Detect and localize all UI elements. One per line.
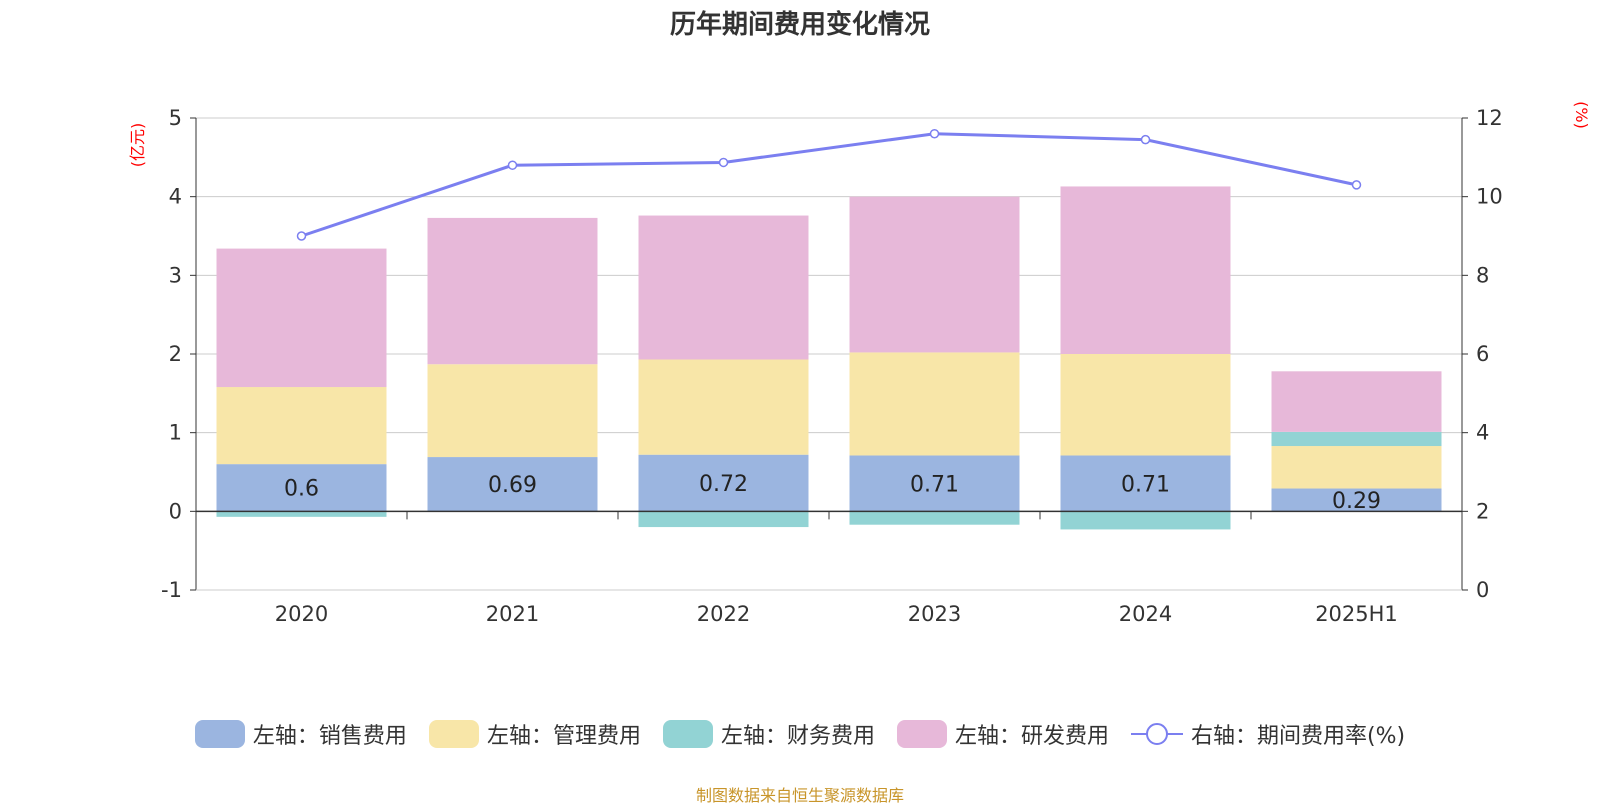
right-axis-unit: (%) bbox=[1572, 101, 1591, 129]
legend-swatch-sales bbox=[194, 720, 245, 748]
bar-rnd-2023 bbox=[849, 196, 1020, 353]
bar-rnd-2020 bbox=[216, 248, 387, 388]
rate-line bbox=[301, 132, 1357, 238]
left-tick-label: -1 bbox=[161, 578, 182, 602]
chart-title: 历年期间费用变化情况 bbox=[669, 10, 930, 40]
right-tick-label: 12 bbox=[1476, 106, 1503, 130]
data-label-sales-2023: 0.71 bbox=[910, 472, 959, 497]
left-tick-label: 0 bbox=[169, 499, 182, 523]
legend-label-sales: 左轴：销售费用 bbox=[252, 724, 407, 749]
source-note: 制图数据来自恒生聚源数据库 bbox=[695, 786, 904, 805]
left-tick-label: 3 bbox=[169, 263, 182, 287]
bar-admin-2025H1 bbox=[1271, 446, 1442, 489]
bar-finance-2020 bbox=[216, 511, 387, 517]
rate-point-2024 bbox=[1140, 134, 1151, 145]
legend-label-admin: 左轴：管理费用 bbox=[486, 724, 641, 749]
left-tick-label: 1 bbox=[169, 421, 182, 445]
bar-admin-2021 bbox=[427, 364, 598, 458]
bar-finance-2024 bbox=[1060, 511, 1231, 530]
right-tick-label: 0 bbox=[1476, 578, 1489, 602]
right-tick-label: 6 bbox=[1476, 342, 1489, 366]
bar-rnd-2024 bbox=[1060, 186, 1231, 354]
legend-item-finance[interactable]: 左轴：财务费用 bbox=[662, 718, 875, 750]
line-marker-icon bbox=[1130, 723, 1183, 745]
x-tick-label-2023: 2023 bbox=[908, 602, 961, 626]
legend-label-rnd: 左轴：研发费用 bbox=[954, 724, 1109, 749]
data-label-sales-2024: 0.71 bbox=[1121, 472, 1170, 497]
rate-point-2021 bbox=[507, 160, 518, 170]
legend-swatch-rnd bbox=[896, 720, 947, 748]
data-label-sales-2020: 0.6 bbox=[284, 477, 319, 502]
legend-swatch-admin bbox=[428, 720, 479, 748]
x-tick-label-2020: 2020 bbox=[275, 602, 328, 626]
right-tick-label: 8 bbox=[1476, 263, 1489, 287]
x-tick-label-2025H1: 2025H1 bbox=[1315, 602, 1398, 626]
data-label-sales-2021: 0.69 bbox=[488, 473, 537, 498]
data-label-sales-2025H1: 0.29 bbox=[1332, 489, 1381, 514]
x-tick-label-2024: 2024 bbox=[1119, 602, 1172, 626]
legend-label-finance: 左轴：财务费用 bbox=[720, 724, 875, 749]
rate-point-2023 bbox=[929, 128, 940, 139]
x-tick-label-2022: 2022 bbox=[697, 602, 750, 626]
legend-swatch-finance bbox=[662, 720, 713, 748]
bar-admin-2023 bbox=[849, 352, 1020, 456]
bar-layer bbox=[216, 186, 1442, 530]
legend-item-rnd[interactable]: 左轴：研发费用 bbox=[896, 718, 1109, 750]
bar-rnd-2022 bbox=[638, 215, 809, 360]
bar-sales-2025H1 bbox=[1271, 488, 1442, 512]
line-layer bbox=[296, 128, 1362, 241]
bar-sales-2020 bbox=[216, 464, 387, 512]
bar-finance-2023 bbox=[849, 511, 1020, 525]
bar-admin-2022 bbox=[638, 359, 809, 455]
right-tick-label: 4 bbox=[1476, 421, 1489, 445]
label-layer: 0.6 0.69 0.72 0.71 0.71 0.29 bbox=[284, 472, 1381, 514]
bar-sales-2024 bbox=[1060, 455, 1231, 512]
bar-finance-2025H1 bbox=[1271, 431, 1442, 447]
rate-point-2022 bbox=[718, 157, 729, 168]
bar-rnd-2025H1 bbox=[1271, 371, 1442, 432]
bar-sales-2023 bbox=[849, 455, 1020, 512]
bar-admin-2024 bbox=[1060, 354, 1231, 456]
legend-label-rate: 右轴：期间费用率(%) bbox=[1190, 724, 1406, 749]
bar-sales-2021 bbox=[427, 457, 598, 512]
legend: 左轴：销售费用 左轴：管理费用 左轴：财务费用 左轴：研发费用 右轴：期间费用率… bbox=[0, 718, 1600, 750]
bar-admin-2020 bbox=[216, 387, 387, 465]
legend-item-rate[interactable]: 右轴：期间费用率(%) bbox=[1130, 718, 1406, 750]
left-tick-label: 5 bbox=[169, 106, 182, 130]
bar-finance-2022 bbox=[638, 511, 809, 528]
rate-point-2020 bbox=[296, 231, 307, 241]
left-axis-unit: (亿元) bbox=[128, 123, 147, 168]
left-tick-label: 4 bbox=[169, 185, 182, 209]
left-tick-label: 2 bbox=[169, 342, 182, 366]
rate-point-2025H1 bbox=[1351, 180, 1362, 190]
right-tick-label: 10 bbox=[1476, 185, 1503, 209]
bar-rnd-2021 bbox=[427, 217, 598, 365]
legend-item-sales[interactable]: 左轴：销售费用 bbox=[194, 718, 407, 750]
legend-item-admin[interactable]: 左轴：管理费用 bbox=[428, 718, 641, 750]
x-tick-label-2021: 2021 bbox=[486, 602, 539, 626]
bar-sales-2022 bbox=[638, 454, 809, 512]
right-tick-label: 2 bbox=[1476, 499, 1489, 523]
data-label-sales-2022: 0.72 bbox=[699, 472, 748, 497]
